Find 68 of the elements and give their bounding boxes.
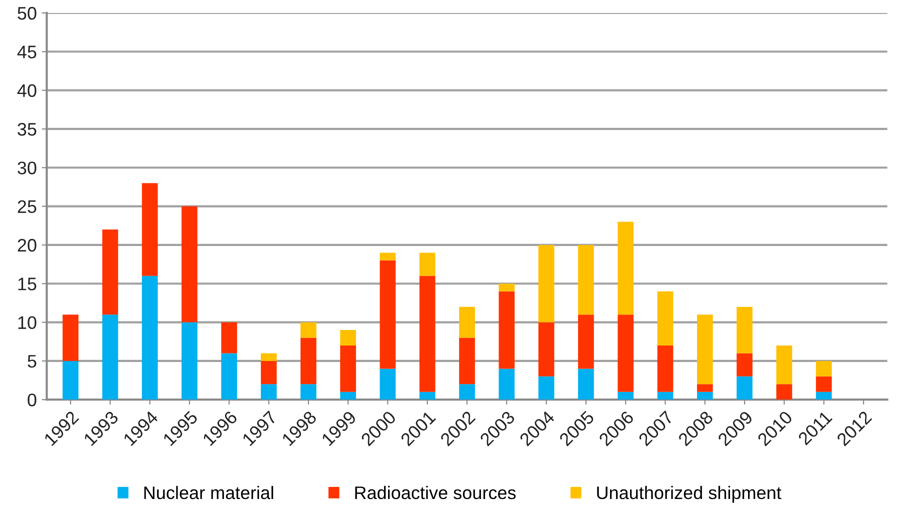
bar: [736, 353, 753, 376]
bar: [696, 392, 713, 400]
bar: [260, 384, 277, 400]
bar: [380, 252, 396, 260]
bar: [657, 346, 674, 392]
bar: [142, 183, 158, 276]
bar: [340, 330, 356, 346]
bar: [142, 276, 158, 400]
bar: [657, 392, 674, 400]
bar: [102, 314, 118, 400]
y-tick-label: 40: [17, 84, 36, 98]
bar: [380, 368, 396, 400]
bar: [459, 338, 475, 384]
bar: [578, 368, 594, 400]
y-tick-label: 0: [28, 394, 36, 406]
y-tick-label: 10: [18, 316, 36, 330]
bar: [776, 384, 792, 400]
legend-label: Nuclear material: [144, 486, 274, 500]
bar: [221, 322, 238, 354]
bar: [380, 260, 396, 369]
bar: [62, 360, 78, 400]
bar: [419, 276, 436, 392]
bar: [816, 392, 832, 400]
legend-label: Unauthorized shipment: [597, 486, 782, 503]
bar: [498, 291, 515, 369]
bar: [776, 346, 792, 384]
bar: [260, 353, 277, 361]
bar: [736, 306, 753, 354]
y-tick-label: 30: [18, 162, 36, 174]
y-tick-label: 25: [18, 200, 36, 214]
bar: [340, 346, 356, 392]
y-tick-label: 45: [17, 46, 36, 58]
bar: [260, 360, 277, 384]
bar: [419, 392, 436, 400]
y-tick-label: 5: [28, 355, 36, 368]
bar: [498, 284, 515, 292]
bar: [816, 360, 832, 376]
bar: [221, 353, 238, 400]
bar: [816, 376, 832, 392]
bar: [538, 322, 554, 376]
bar: [102, 230, 118, 315]
legend-label: Radioactive sources: [355, 486, 516, 500]
bar: [340, 392, 356, 400]
bar: [696, 384, 713, 392]
bar: [578, 314, 594, 369]
bar: [657, 291, 674, 346]
bar: [459, 306, 475, 338]
y-tick-label: 50: [18, 6, 36, 20]
y-tick-label: 15: [18, 278, 36, 290]
bar: [300, 384, 316, 400]
bar: [300, 322, 316, 338]
bar: [618, 314, 634, 392]
bar: [459, 384, 475, 400]
bar: [182, 322, 198, 400]
bar: [182, 206, 198, 322]
y-tick-label: 35: [18, 122, 36, 136]
bar: [538, 244, 554, 322]
bar: [618, 222, 634, 315]
bar: [498, 368, 515, 400]
bar: [696, 314, 713, 384]
bar: [419, 252, 436, 276]
bar: [578, 244, 594, 315]
bar: [618, 392, 634, 400]
bar: [538, 376, 554, 400]
bar: [736, 376, 753, 400]
bar: [62, 314, 78, 361]
bar: [300, 338, 316, 384]
y-tick-label: 20: [18, 238, 36, 252]
